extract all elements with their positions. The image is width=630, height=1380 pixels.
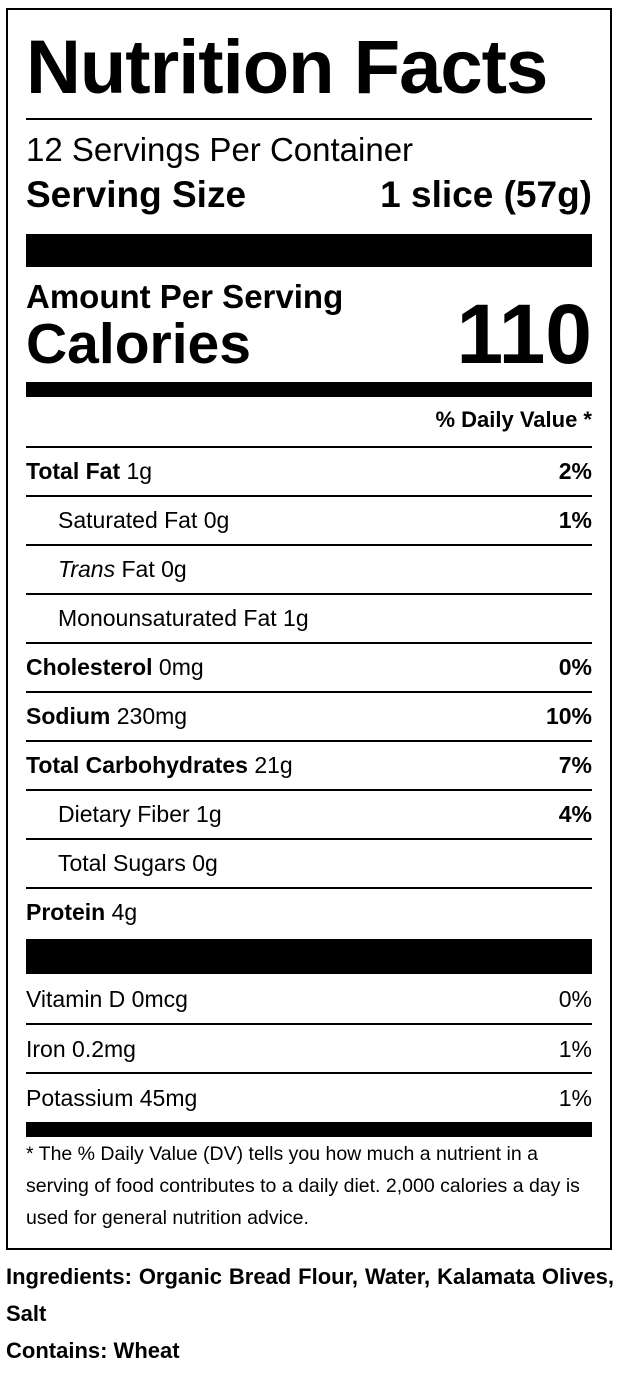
vitamin-daily-value: 1% — [558, 1035, 592, 1062]
serving-size-label: Serving Size — [26, 174, 247, 215]
nutrient-daily-value: 4% — [558, 801, 592, 827]
nutrient-name-cell: Total Sugars 0g — [26, 850, 218, 877]
vitamin-name: Vitamin D — [26, 985, 126, 1012]
nutrient-name-cell: Total Carbohydrates 21g — [26, 752, 293, 779]
medium-rule — [26, 382, 592, 397]
nutrition-facts-label: Nutrition Facts 12 Servings Per Containe… — [6, 8, 612, 1250]
nutrient-name: Cholesterol — [26, 654, 153, 680]
amount-per-serving: Amount Per Serving — [26, 278, 344, 315]
thick-rule-top — [26, 234, 592, 267]
nutrient-name: Protein — [26, 899, 106, 925]
nutrient-daily-value: 2% — [558, 458, 592, 484]
vitamin-amount: 0mcg — [131, 985, 188, 1012]
vitamin-name-cell: Potassium 45mg — [26, 1085, 197, 1112]
nutrient-name: Total Fat — [26, 458, 121, 484]
nutrient-name-cell: Saturated Fat 0g — [26, 507, 229, 534]
nutrient-row-saturated-fat: Saturated Fat 0g 1% — [26, 495, 592, 544]
nutrient-amount: 0g — [203, 507, 230, 533]
nutrient-daily-value: 10% — [545, 703, 592, 729]
calories-label: Calories — [26, 312, 251, 376]
servings-per-container: 12 Servings Per Container — [26, 131, 414, 168]
nutrient-name: Total Carbohydrates — [26, 752, 248, 778]
nutrient-name: Dietary Fiber — [58, 801, 190, 827]
nutrient-name: Monounsaturated Fat — [58, 605, 277, 631]
nutrient-row-protein: Protein 4g — [26, 887, 592, 936]
nutrient-row-total-carbohydrates: Total Carbohydrates 21g 7% — [26, 740, 592, 789]
nutrient-amount: 1g — [196, 801, 222, 827]
nutrient-name: Sodium — [26, 703, 111, 729]
nutrient-amount: 0mg — [158, 654, 204, 680]
allergen-statement: Contains: Wheat — [6, 1338, 180, 1363]
footnote-rule — [26, 1122, 592, 1137]
nutrient-row-total-fat: Total Fat 1g 2% — [26, 446, 592, 495]
nutrient-name: Trans — [58, 556, 116, 582]
nutrient-name-cell: Total Fat 1g — [26, 458, 152, 485]
vitamin-name-cell: Vitamin D 0mcg — [26, 986, 188, 1013]
vitamin-daily-value: 0% — [558, 985, 592, 1012]
nutrient-name-cell: Dietary Fiber 1g — [26, 801, 222, 828]
nutrient-row-sodium: Sodium 230mg 10% — [26, 691, 592, 740]
nutrient-amount: 230mg — [116, 703, 188, 729]
nutrient-row-cholesterol: Cholesterol 0mg 0% — [26, 642, 592, 691]
nutrient-daily-value: 0% — [558, 654, 592, 680]
thick-rule-vitamins — [26, 939, 592, 974]
calories-value: 110 — [456, 287, 592, 381]
nutrient-daily-value: 7% — [558, 752, 592, 778]
nutrient-daily-value: 1% — [558, 507, 592, 533]
nutrient-name: Saturated Fat — [58, 507, 198, 533]
vitamin-name-cell: Iron 0.2mg — [26, 1036, 136, 1063]
serving-size-value: 1 slice (57g) — [380, 174, 592, 215]
daily-value-footnote: * The % Daily Value (DV) tells you how m… — [26, 1143, 580, 1229]
vitamin-row-iron: Iron 0.2mg 1% — [26, 1023, 592, 1073]
vitamin-row-vitamin-d: Vitamin D 0mcg 0% — [26, 974, 592, 1024]
ingredients-statement: Ingredients: Organic Bread Flour, Water,… — [6, 1264, 614, 1326]
nutrient-name-rest: Fat — [121, 556, 155, 582]
nutrient-row-dietary-fiber: Dietary Fiber 1g 4% — [26, 789, 592, 838]
daily-value-header: % Daily Value * — [435, 407, 592, 432]
nutrient-name-cell: Cholesterol 0mg — [26, 654, 204, 681]
title-rule — [26, 118, 592, 120]
vitamin-row-potassium: Potassium 45mg 1% — [26, 1072, 592, 1122]
nutrient-amount: 4g — [111, 899, 138, 925]
nutrient-name-cell: Sodium 230mg — [26, 703, 187, 730]
vitamin-daily-value: 1% — [558, 1084, 592, 1111]
nutrient-amount: 1g — [126, 458, 153, 484]
vitamin-amount: 45mg — [139, 1084, 198, 1111]
nutrient-row-monounsaturated-fat: Monounsaturated Fat 1g — [26, 593, 592, 642]
nutrient-name-cell: Trans Fat 0g — [26, 556, 187, 583]
label-title: Nutrition Facts — [26, 25, 548, 110]
nutrient-amount: 0g — [192, 850, 218, 876]
nutrient-row-trans-fat: Trans Fat 0g — [26, 544, 592, 593]
nutrient-name-cell: Protein 4g — [26, 899, 137, 926]
nutrient-name-cell: Monounsaturated Fat 1g — [26, 605, 309, 632]
nutrient-amount: 0g — [161, 556, 187, 582]
vitamin-name: Potassium — [26, 1084, 134, 1111]
vitamin-amount: 0.2mg — [72, 1035, 136, 1062]
nutrient-row-total-sugars: Total Sugars 0g — [26, 838, 592, 887]
vitamin-name: Iron — [26, 1035, 66, 1062]
nutrient-amount: 21g — [254, 752, 293, 778]
nutrient-amount: 1g — [283, 605, 309, 631]
nutrient-name: Total Sugars — [58, 850, 186, 876]
